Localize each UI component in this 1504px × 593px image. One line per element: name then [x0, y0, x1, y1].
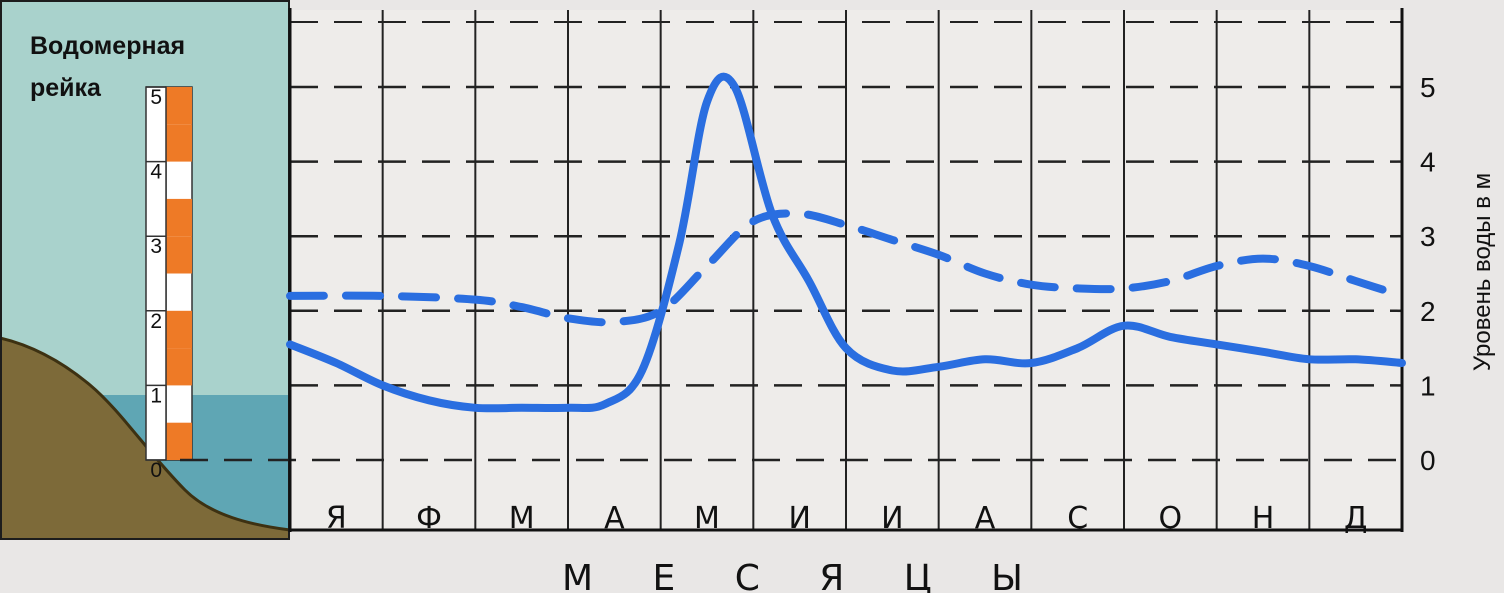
gauge-bank — [0, 338, 290, 540]
gauge-title-line2: рейка — [30, 74, 102, 102]
gauge-staff-stripe — [166, 422, 192, 460]
gauge-mark-label: 4 — [150, 161, 162, 184]
x-tick-label: А — [604, 501, 625, 536]
gauge-staff-stripe — [166, 124, 192, 162]
gauge-mark-label: 5 — [150, 86, 162, 109]
y-tick-label: 1 — [1420, 370, 1436, 401]
x-tick-label: Д — [1344, 501, 1367, 536]
y-tick-label: 0 — [1420, 445, 1436, 476]
series-line-dashed — [286, 209, 1406, 327]
water-level-chart: 0 1 2 3 4 5 Я Ф М А М И И А С О Н Д М Е С Я Ц Ы Уровень … — [180, 8, 1496, 593]
series-line-solid — [286, 72, 1406, 413]
gauge-mark-label: 3 — [150, 235, 162, 258]
gauge-mark-label: 0 — [150, 459, 162, 482]
x-tick-label: Я — [326, 501, 347, 536]
gauge-mark-label: 2 — [150, 310, 162, 333]
gauge-title-line1: Водомерная — [30, 32, 185, 60]
y-tick-label: 2 — [1420, 296, 1436, 327]
gauge-staff-stripe — [166, 236, 192, 274]
gauge-staff-stripe — [166, 348, 192, 386]
x-tick-label: С — [1067, 501, 1088, 536]
gauge-staff-stripe — [166, 198, 192, 237]
gauge-staff-stripe — [166, 310, 192, 349]
y-tick-label: 3 — [1420, 221, 1436, 252]
x-tick-label: И — [788, 501, 810, 536]
x-tick-label: М — [694, 501, 720, 536]
x-tick-label: О — [1159, 501, 1183, 536]
gauge-bank-edge — [0, 336, 291, 532]
x-tick-label: М — [509, 501, 535, 536]
gauge-staff: 5 4 3 2 1 0 — [145, 86, 193, 482]
series-group — [286, 72, 1406, 413]
x-axis-title: М Е С Я Ц Ы — [562, 558, 1047, 593]
gauge-staff-stripe — [166, 87, 192, 125]
gauge-sky — [0, 0, 290, 395]
x-tick-label: И — [881, 501, 903, 536]
y-axis-title: Уровень воды в м — [1469, 173, 1496, 371]
grid — [180, 10, 1402, 530]
x-tick-label: Ф — [416, 501, 442, 536]
y-tick-label: 5 — [1420, 72, 1436, 103]
y-tick-label: 4 — [1420, 147, 1436, 178]
gauge-mark-label: 1 — [150, 384, 162, 407]
gauge-panel: Водомерная рейка 5 4 3 2 1 0 — [0, 0, 291, 540]
x-tick-label: А — [975, 501, 996, 536]
x-tick-label: Н — [1252, 501, 1275, 536]
y-tick-labels: 0 1 2 3 4 5 — [1420, 72, 1436, 476]
